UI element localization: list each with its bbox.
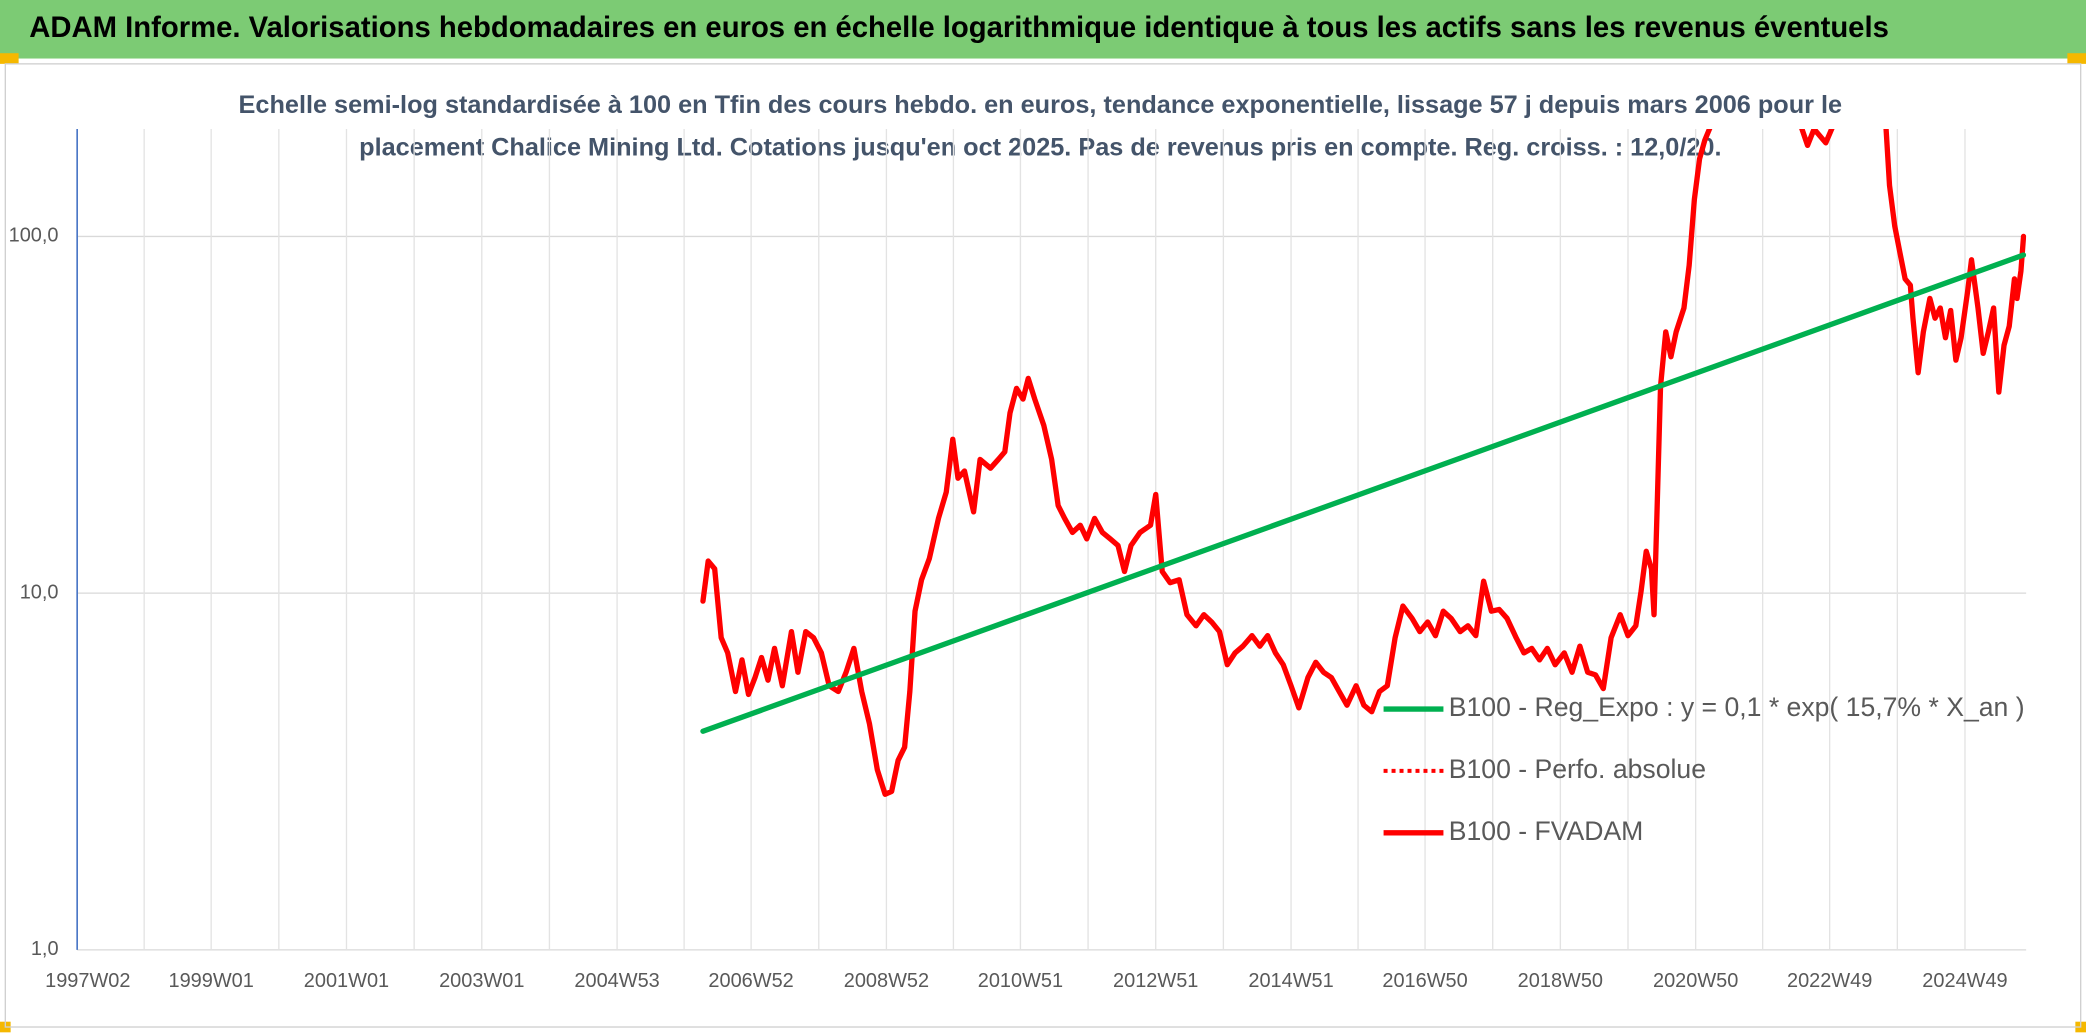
corner-mark <box>0 53 19 64</box>
x-tick-label: 2003W01 <box>439 970 524 992</box>
chart-title: Echelle semi-log standardisée à 100 en T… <box>239 91 1843 119</box>
header-title: ADAM Informe. Valorisations hebdomadaire… <box>29 12 1889 44</box>
x-tick-label: 2001W01 <box>304 970 389 992</box>
legend-label: B100 - Reg_Expo : y = 0,1 * exp( 15,7% *… <box>1449 692 2025 722</box>
header-bar <box>0 0 2086 59</box>
plot-area <box>700 129 2027 797</box>
x-tick-label: 1999W01 <box>168 970 253 992</box>
chart-title: placement Chalice Mining Ltd. Cotations … <box>359 134 1721 162</box>
y-tick-label: 10,0 <box>20 581 59 603</box>
x-tick-label: 2014W51 <box>1248 970 1333 992</box>
legend: B100 - Reg_Expo : y = 0,1 * exp( 15,7% *… <box>1383 692 2025 846</box>
x-tick-label: 2008W52 <box>844 970 929 992</box>
x-tick-label: 2004W53 <box>574 970 659 992</box>
series-line <box>700 252 2027 734</box>
x-tick-label: 2018W50 <box>1518 970 1603 992</box>
chart-border <box>4 63 2082 1028</box>
x-tick-label: 2012W51 <box>1113 970 1198 992</box>
x-tick-label: 2020W50 <box>1653 970 1738 992</box>
x-tick-label: 2016W50 <box>1382 970 1467 992</box>
legend-label: B100 - FVADAM <box>1449 816 1644 846</box>
legend-label: B100 - Perfo. absolue <box>1449 754 1706 784</box>
x-tick-label: 2024W49 <box>1922 970 2007 992</box>
x-tick-label: 2022W49 <box>1787 970 1872 992</box>
y-tick-label: 100,0 <box>9 225 59 247</box>
x-tick-label: 1997W02 <box>45 970 130 992</box>
axis-labels: 1,0 10,0 100,0 1997W02 1999W01 2001W01 2003W01… <box>9 225 2008 992</box>
corner-mark <box>2067 53 2086 64</box>
series-line <box>700 129 2027 797</box>
y-tick-label: 1,0 <box>31 938 59 960</box>
x-tick-label: 2010W51 <box>978 970 1063 992</box>
x-tick-label: 2006W52 <box>708 970 793 992</box>
